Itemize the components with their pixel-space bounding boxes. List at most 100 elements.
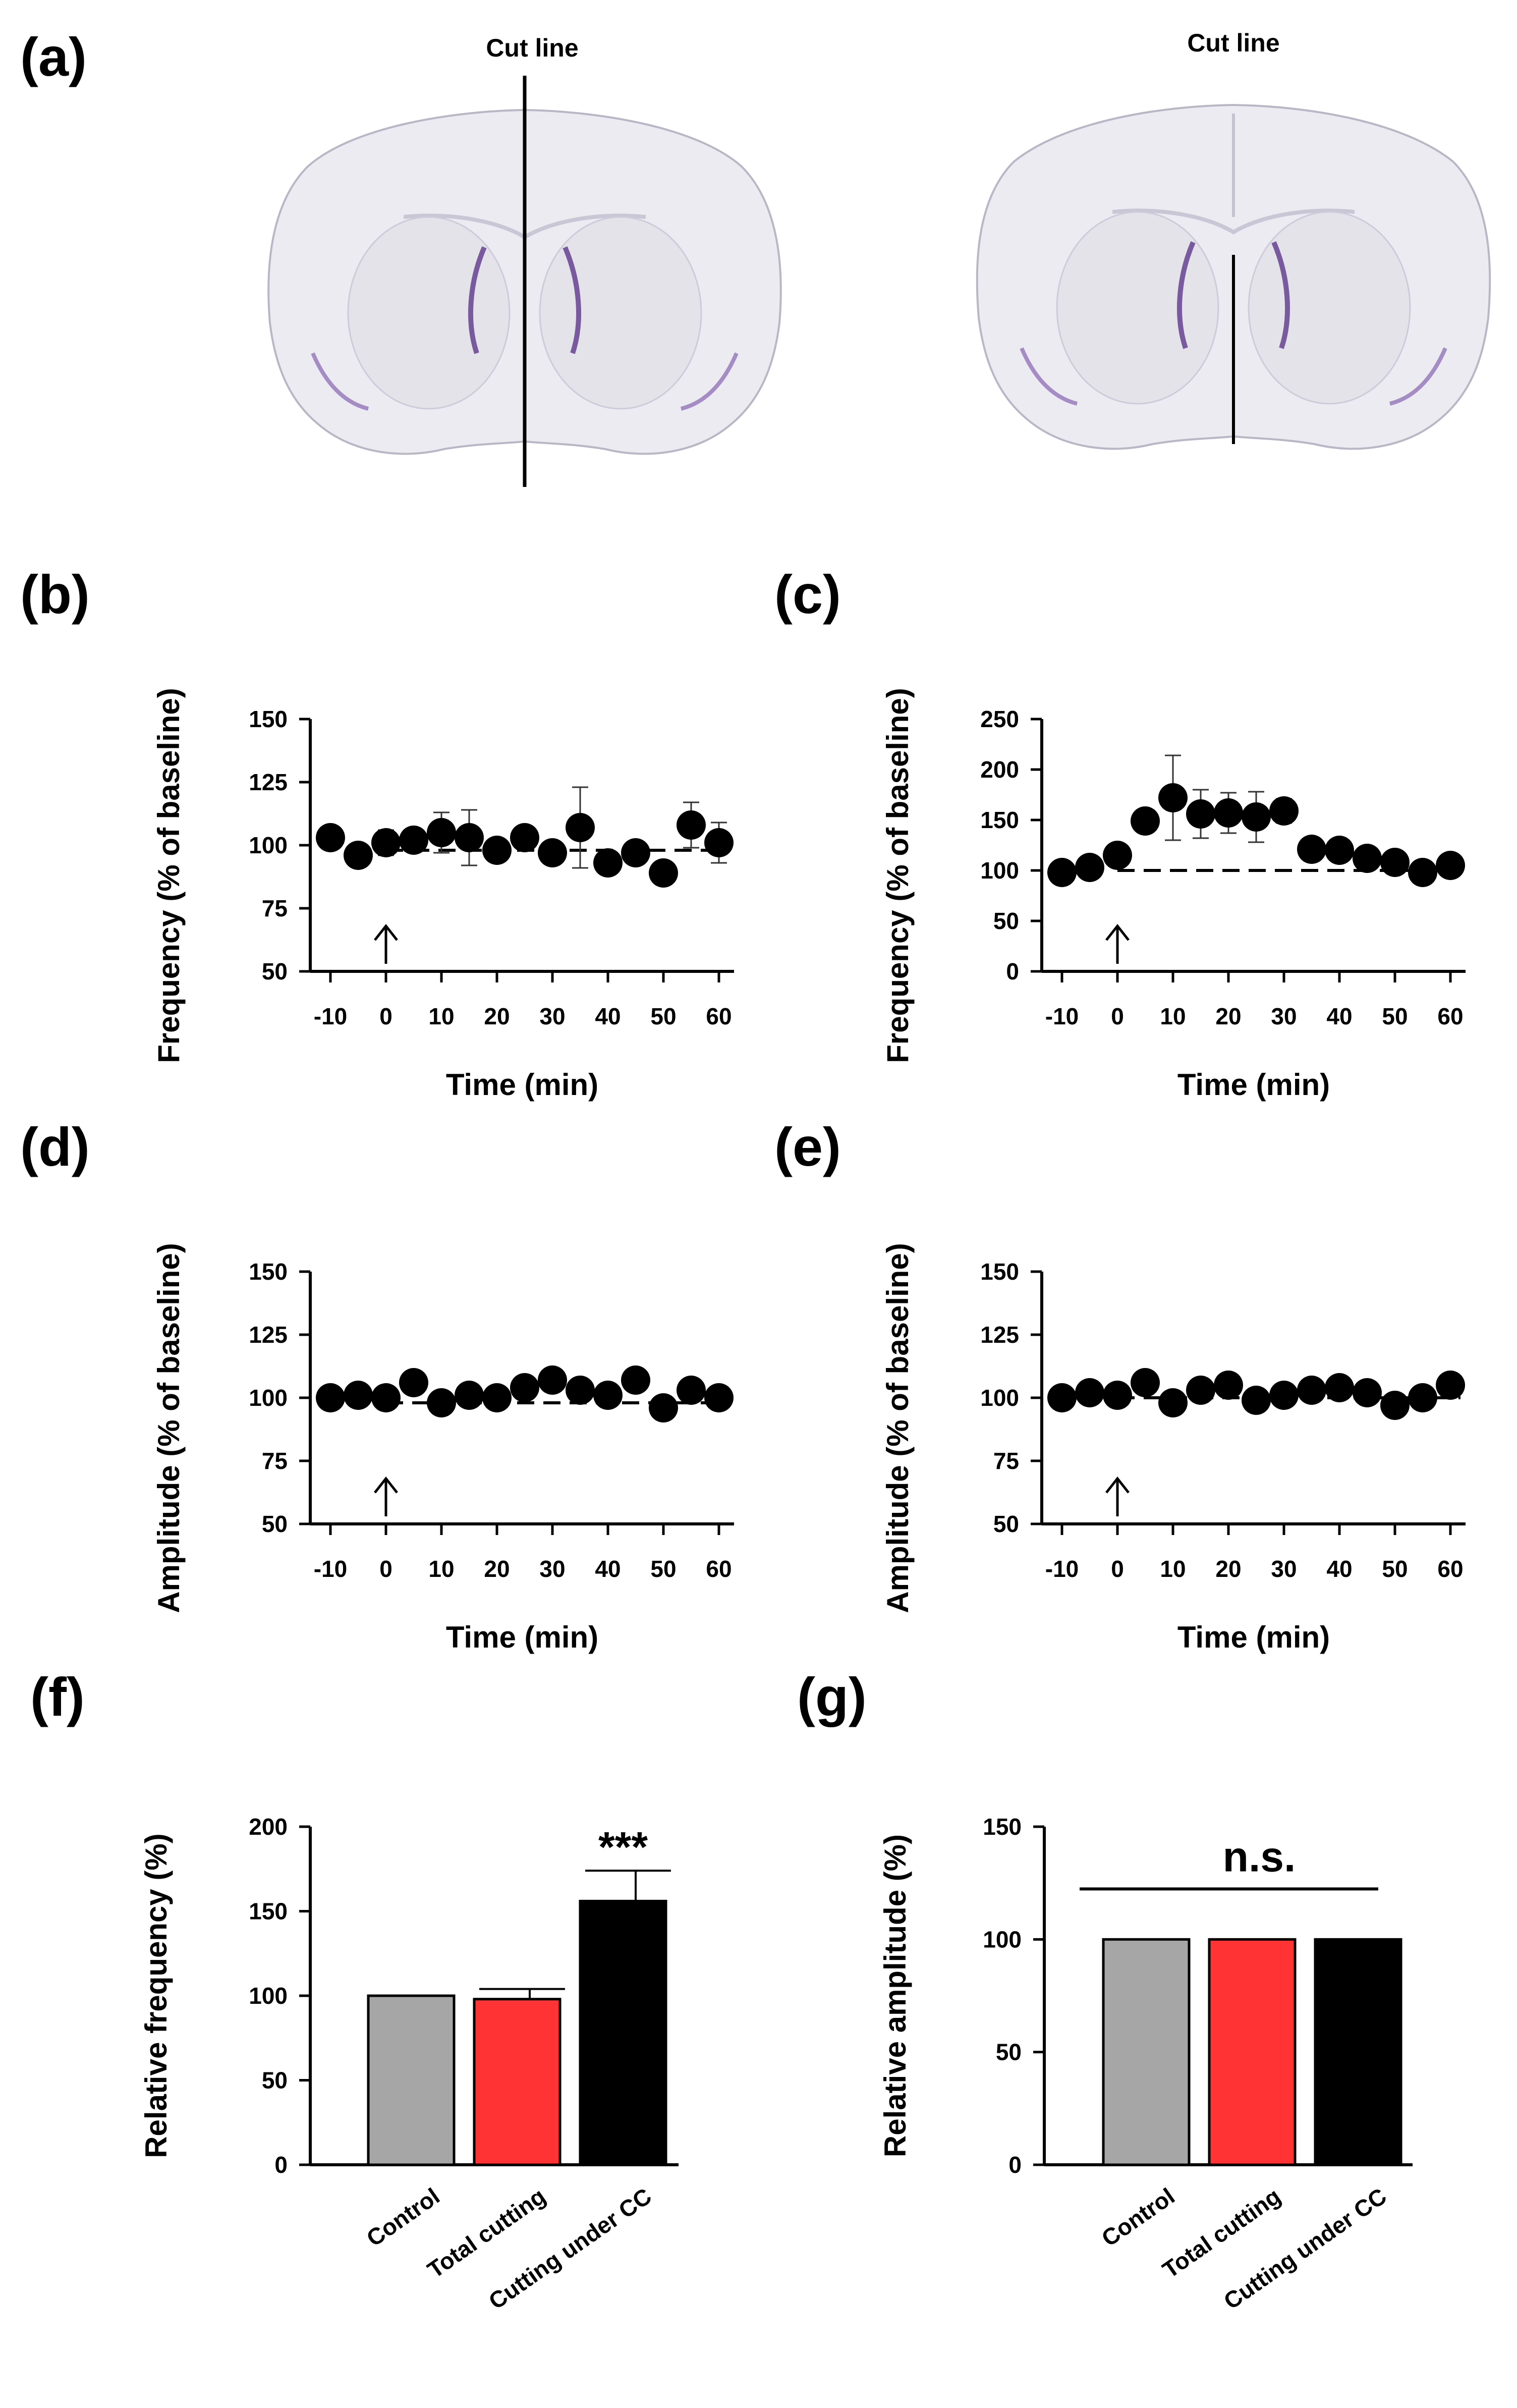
data-point bbox=[1297, 835, 1326, 864]
y-axis-label: Amplitude (% of baseline) bbox=[881, 1243, 915, 1613]
panel-d: (d) Amplitude (% of baseline) Time (min) 50… bbox=[20, 1116, 734, 1654]
y-tick-label: 50 bbox=[993, 908, 1019, 934]
y-tick-label: 200 bbox=[980, 756, 1019, 783]
data-point bbox=[1075, 1378, 1104, 1407]
data-point bbox=[1131, 1368, 1160, 1397]
x-tick-label: 30 bbox=[539, 1003, 565, 1029]
data-point bbox=[371, 1383, 401, 1412]
x-tick-label: 40 bbox=[1326, 1556, 1352, 1582]
x-axis-label: Time (min) bbox=[1177, 1068, 1330, 1102]
data-point bbox=[316, 1383, 345, 1412]
bar bbox=[367, 1994, 456, 2166]
data-point bbox=[649, 1393, 678, 1422]
x-tick-label: 10 bbox=[1160, 1003, 1186, 1029]
y-tick-label: 0 bbox=[1008, 2152, 1022, 2178]
y-tick-label: 100 bbox=[980, 1385, 1019, 1411]
data-point bbox=[1353, 1378, 1382, 1407]
y-axis-label: Relative amplitude (%) bbox=[878, 1834, 912, 2157]
bar bbox=[579, 1899, 667, 2166]
x-tick-label: -10 bbox=[1045, 1003, 1079, 1029]
y-tick-label: 125 bbox=[980, 1322, 1019, 1348]
y-tick-label: 0 bbox=[274, 2152, 288, 2178]
y-tick-label: 200 bbox=[249, 1814, 288, 1840]
panel-label: (f) bbox=[30, 1666, 85, 1727]
y-tick-label: 75 bbox=[262, 895, 288, 921]
x-tick-label: 20 bbox=[484, 1556, 510, 1582]
data-point bbox=[1408, 858, 1437, 887]
data-point bbox=[1325, 836, 1354, 865]
data-point bbox=[482, 836, 512, 865]
y-tick-label: 50 bbox=[996, 2039, 1022, 2065]
x-tick-label: 20 bbox=[1215, 1556, 1241, 1582]
y-axis-label: Relative frequency (%) bbox=[139, 1833, 173, 2158]
panel-e: (e) Amplitude (% of baseline) Time (min) 50… bbox=[774, 1116, 1466, 1654]
brain-section-left: Cut line bbox=[267, 34, 782, 487]
treatment-arrow bbox=[374, 923, 398, 964]
x-tick-label: 10 bbox=[428, 1556, 454, 1582]
panel-f: (f) Relative frequency (%) 0 50 100 150 200 Con… bbox=[30, 1666, 679, 2315]
x-category-label: Control bbox=[362, 2183, 444, 2252]
significance-marker: n.s. bbox=[1223, 1833, 1296, 1880]
y-tick-label: 125 bbox=[249, 769, 288, 795]
treatment-arrow bbox=[1105, 923, 1130, 964]
data-point bbox=[510, 823, 539, 852]
y-axis-label: Frequency (% of baseline) bbox=[881, 688, 915, 1063]
data-point bbox=[1214, 798, 1243, 828]
data-point bbox=[1131, 806, 1160, 836]
y-tick-label: 250 bbox=[980, 706, 1019, 732]
data-point bbox=[593, 1381, 623, 1410]
data-point bbox=[1242, 1386, 1271, 1415]
panel-g: (g) Relative amplitude (%) 0 50 100 150 Contro… bbox=[797, 1666, 1413, 2315]
panel-a: (a) Cut line Cut line bbox=[20, 26, 1491, 487]
y-tick-label: 0 bbox=[1006, 958, 1019, 984]
treatment-arrow bbox=[374, 1476, 398, 1516]
data-point bbox=[704, 828, 734, 857]
x-tick-label: 20 bbox=[1215, 1003, 1241, 1029]
panel-label: (b) bbox=[20, 564, 90, 625]
y-tick-label: 100 bbox=[249, 832, 288, 858]
brain-section-right: Cut line bbox=[976, 29, 1491, 450]
y-tick-label: 75 bbox=[262, 1448, 288, 1474]
x-tick-label: 40 bbox=[1326, 1003, 1352, 1029]
panel-label: (g) bbox=[797, 1666, 867, 1727]
y-tick-label: 50 bbox=[262, 1511, 288, 1537]
x-tick-label: 0 bbox=[1111, 1003, 1124, 1029]
x-category-label: Control bbox=[1097, 2183, 1179, 2252]
y-tick-label: 50 bbox=[262, 958, 288, 984]
data-point bbox=[1047, 1383, 1077, 1412]
data-point bbox=[1269, 796, 1299, 826]
data-point bbox=[621, 838, 650, 867]
cut-line-label-left: Cut line bbox=[486, 34, 578, 62]
data-point bbox=[316, 823, 345, 852]
data-point bbox=[566, 813, 595, 842]
x-tick-label: 40 bbox=[595, 1556, 621, 1582]
x-tick-label: 10 bbox=[1160, 1556, 1186, 1582]
x-tick-label: 0 bbox=[379, 1556, 392, 1582]
treatment-arrow bbox=[1105, 1476, 1130, 1516]
x-tick-label: 50 bbox=[1382, 1556, 1408, 1582]
panel-a-label: (a) bbox=[20, 26, 87, 87]
data-point bbox=[621, 1365, 650, 1395]
data-point bbox=[1408, 1383, 1437, 1412]
panel-c: (c) Frequency (% of baseline) Time (min) 0 5… bbox=[774, 564, 1466, 1102]
data-point bbox=[704, 1383, 734, 1412]
x-axis-label: Time (min) bbox=[1177, 1620, 1330, 1654]
y-tick-label: 150 bbox=[983, 1814, 1022, 1840]
y-tick-label: 150 bbox=[980, 807, 1019, 833]
data-point bbox=[1075, 853, 1104, 882]
bar bbox=[1208, 1938, 1297, 2166]
data-point bbox=[455, 1381, 484, 1410]
y-tick-label: 75 bbox=[993, 1448, 1019, 1474]
x-axis-label: Time (min) bbox=[446, 1068, 598, 1102]
data-point bbox=[371, 828, 401, 857]
data-point bbox=[344, 841, 373, 870]
data-point bbox=[1158, 1388, 1188, 1417]
data-point bbox=[455, 823, 484, 852]
y-tick-label: 150 bbox=[249, 1898, 288, 1925]
significance-marker: *** bbox=[598, 1823, 648, 1871]
data-point bbox=[399, 826, 428, 855]
data-point bbox=[399, 1368, 428, 1397]
data-point bbox=[649, 858, 678, 888]
x-tick-label: -10 bbox=[314, 1003, 347, 1029]
x-tick-label: 50 bbox=[650, 1003, 676, 1029]
